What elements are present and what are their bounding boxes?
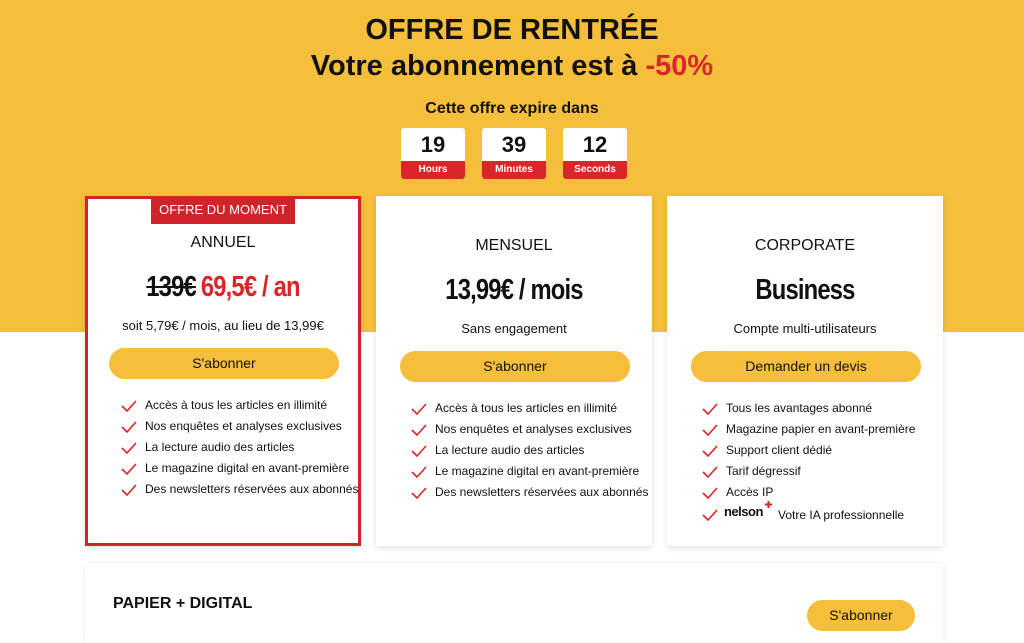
feature: Accès à tous les articles en illimité	[435, 401, 618, 415]
subscribe-button[interactable]: S'abonner	[400, 351, 630, 382]
plan-name: CORPORATE	[754, 237, 856, 254]
plan-name: ANNUEL	[190, 234, 256, 251]
check-icon	[121, 400, 137, 412]
check-icon	[702, 487, 718, 499]
check-icon	[411, 403, 427, 415]
price-value: 13,99€ / mois	[445, 274, 583, 306]
feature: Nos enquêtes et analyses exclusives	[435, 422, 632, 436]
plan-card: CORPORATE Business Compte multi-utilisateu…	[667, 196, 943, 546]
check-icon	[411, 445, 427, 457]
bottom-card: PAPIER + DIGITAL S'abonner	[85, 563, 943, 643]
check-icon	[702, 424, 718, 436]
check-icon	[411, 487, 427, 499]
logo-plus-icon	[765, 501, 772, 508]
subtitle-text: Votre abonnement est à	[310, 50, 638, 82]
check-icon	[702, 466, 718, 478]
plan-price: 13,99€ / mois	[401, 274, 627, 307]
countdown-box: 19 Hours	[401, 128, 465, 179]
old-price: 139€	[146, 271, 196, 303]
feature: La lecture audio des articles	[145, 440, 295, 454]
plan-note: Compte multi-utilisateurs	[733, 321, 877, 336]
plan-card: OFFRE DU MOMENT ANNUEL 139€ 69,5€ / an soit …	[85, 196, 361, 546]
plan-name: MENSUEL	[475, 237, 553, 254]
check-icon	[702, 445, 718, 457]
feature: Tous les avantages abonné	[726, 401, 873, 415]
check-icon	[702, 403, 718, 415]
check-icon	[121, 442, 137, 454]
check-icon	[121, 463, 137, 475]
feature: Votre IA professionnelle	[778, 508, 905, 522]
feature: Accès à tous les articles en illimité	[145, 398, 328, 412]
countdown-value: 39	[501, 132, 527, 157]
feature: Le magazine digital en avant-première	[435, 464, 640, 478]
title: OFFRE DE RENTRÉE	[365, 14, 659, 46]
feature: La lecture audio des articles	[435, 443, 585, 457]
plan-price: 139€ 69,5€ / an	[112, 271, 333, 304]
feature: Accès IP	[726, 485, 774, 499]
countdown-unit: Hours	[401, 161, 465, 179]
plan-note: Sans engagement	[461, 321, 567, 336]
check-icon	[411, 424, 427, 436]
check-icon	[121, 484, 137, 496]
countdown-box: 12 Seconds	[563, 128, 627, 179]
countdown-unit: Seconds	[563, 161, 627, 179]
feature: Support client dédié	[726, 443, 833, 457]
plan-price: Business	[692, 274, 918, 307]
feature: Des newsletters réservées aux abonnés	[435, 485, 649, 499]
plan-note: soit 5,79€ / mois, au lieu de 13,99€	[122, 318, 324, 333]
countdown-value: 19	[420, 132, 446, 157]
nelson-logo: nelson	[724, 504, 763, 519]
subtitle: Votre abonnement est à -50%	[0, 50, 1024, 83]
countdown-value: 12	[582, 132, 608, 157]
plan-card: MENSUEL 13,99€ / mois Sans engagement S'abo…	[376, 196, 652, 546]
price-value: Business	[755, 274, 855, 306]
feature: Tarif dégressif	[726, 464, 801, 478]
countdown-unit: Minutes	[482, 161, 546, 179]
check-icon	[121, 421, 137, 433]
subscribe-button[interactable]: S'abonner	[109, 348, 339, 379]
bottom-title: PAPIER + DIGITAL	[113, 595, 253, 612]
subscribe-button[interactable]: Demander un devis	[691, 351, 921, 382]
price-value: 69,5€ / an	[200, 271, 301, 303]
plan-badge: OFFRE DU MOMENT	[151, 196, 295, 224]
check-icon	[411, 466, 427, 478]
subscribe-button[interactable]: S'abonner	[807, 600, 915, 631]
feature: Le magazine digital en avant-première	[145, 461, 350, 475]
countdown-box: 39 Minutes	[482, 128, 546, 179]
check-icon	[702, 509, 718, 521]
countdown-label: Cette offre expire dans	[425, 100, 599, 117]
feature: Des newsletters réservées aux abonnés	[145, 482, 359, 496]
feature: Magazine papier en avant-première	[726, 422, 916, 436]
feature: Nos enquêtes et analyses exclusives	[145, 419, 342, 433]
discount: -50%	[645, 50, 714, 82]
